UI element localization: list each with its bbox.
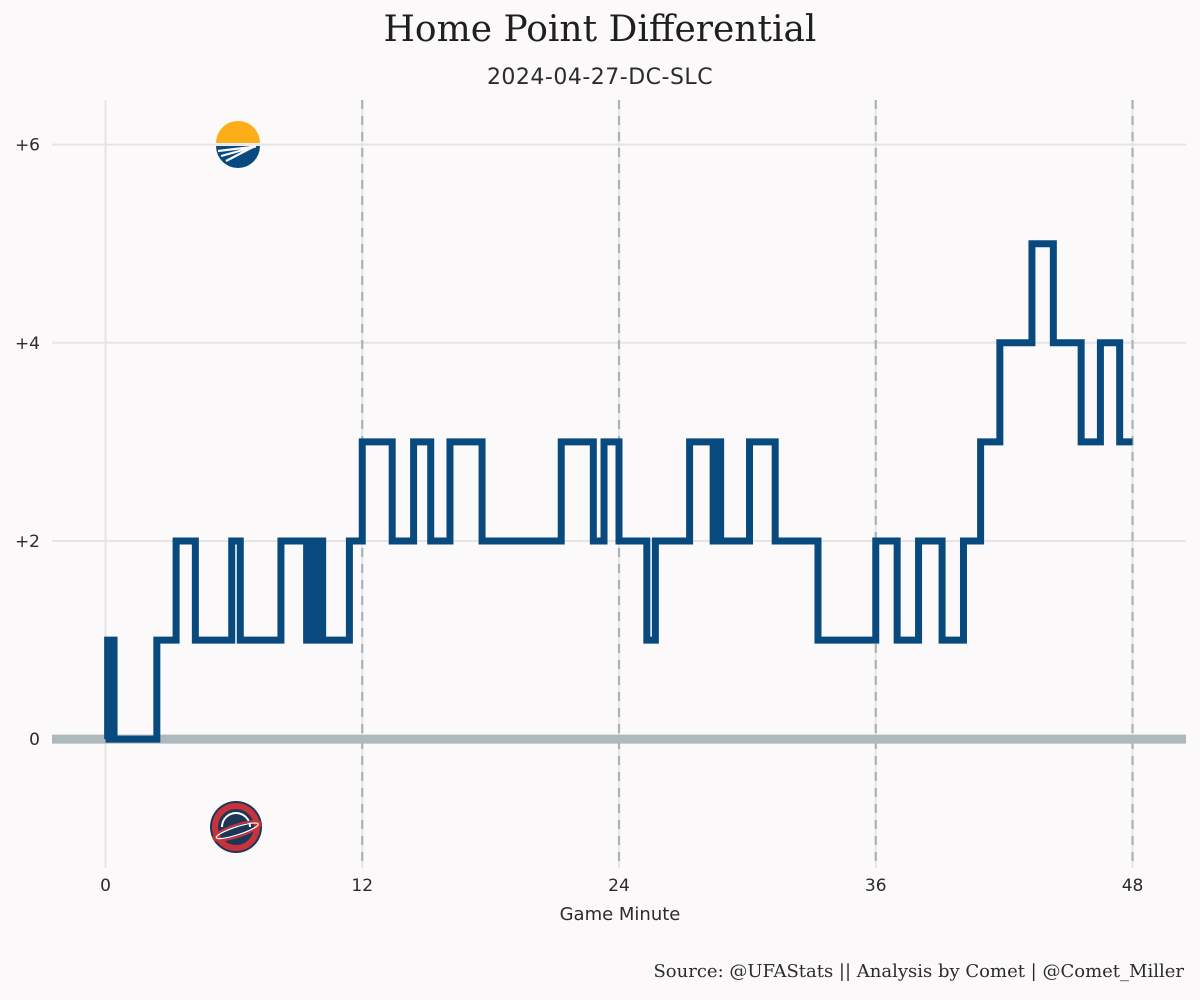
x-tick-label: 24 — [608, 876, 630, 896]
series-group — [104, 240, 1133, 743]
x-axis-ticks: 0 12 24 36 48 — [100, 876, 1143, 896]
x-tick-label: 0 — [100, 876, 111, 896]
y-tick-label: +4 — [15, 334, 40, 354]
differential-step-line — [104, 240, 1133, 743]
chart-title: Home Point Differential — [384, 9, 817, 50]
y-tick-label: +2 — [15, 532, 40, 552]
chart-subtitle: 2024-04-27-DC-SLC — [487, 65, 713, 90]
y-tick-label: 0 — [29, 730, 40, 750]
away-team-logo — [210, 801, 263, 853]
y-tick-label: +6 — [15, 136, 40, 156]
y-axis-ticks: 0 +2 +4 +6 — [15, 136, 40, 751]
x-tick-label: 36 — [865, 876, 887, 896]
x-tick-label: 12 — [351, 876, 373, 896]
home-team-logo — [216, 121, 260, 168]
caption: Source: @UFAStats || Analysis by Comet |… — [653, 961, 1184, 982]
x-tick-label: 48 — [1122, 876, 1144, 896]
x-axis-label: Game Minute — [560, 904, 681, 925]
